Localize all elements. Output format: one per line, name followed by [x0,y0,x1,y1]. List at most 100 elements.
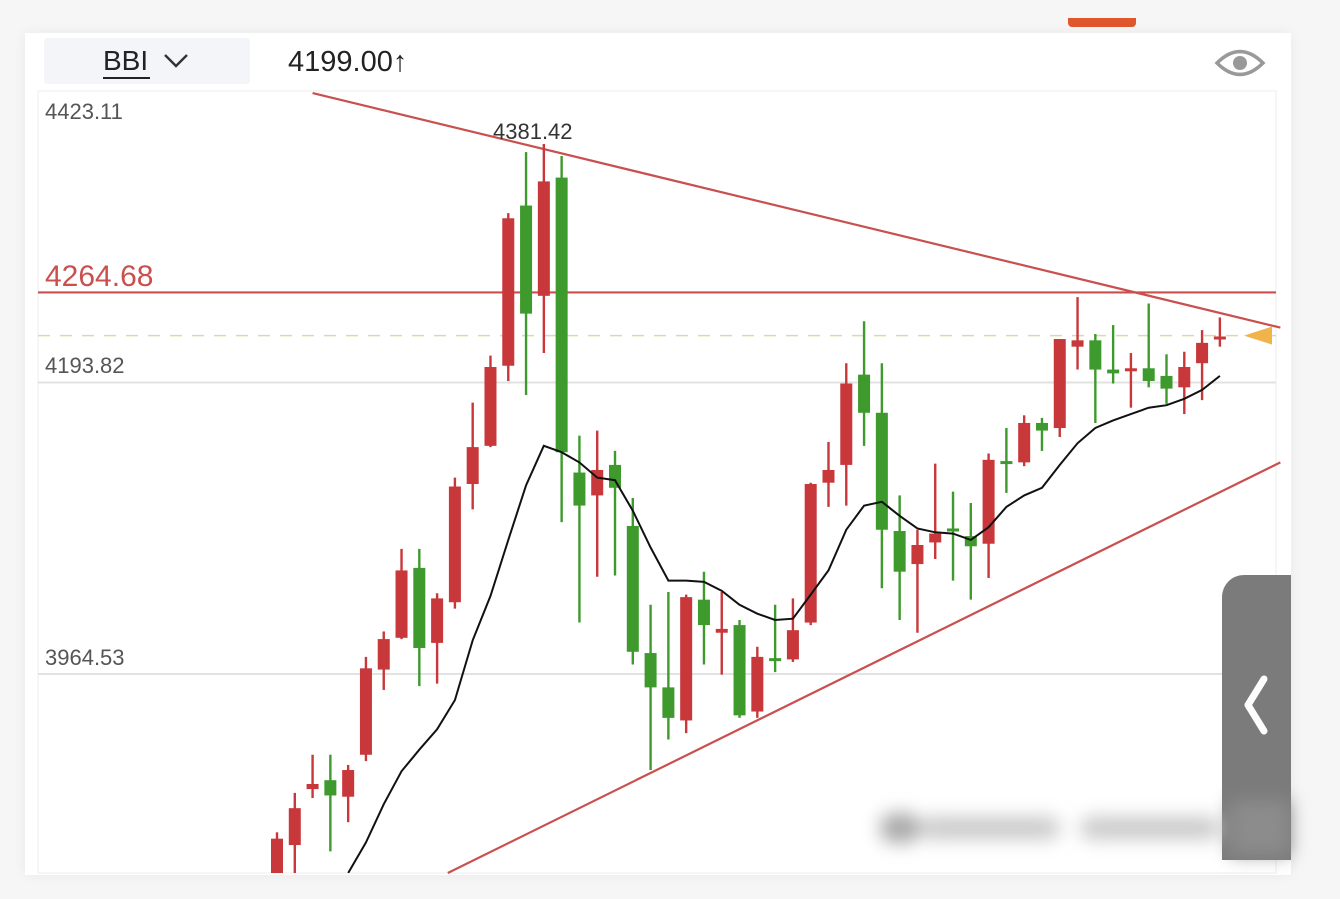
candle-body [822,469,835,483]
candle-down [733,620,746,718]
y-label-mid: 4193.82 [45,353,125,378]
candle-body [395,570,408,638]
current-price-marker [1244,326,1272,345]
bbi-line [347,375,1221,873]
candle-body [520,205,533,314]
candle-body [1142,368,1155,382]
candle-body [573,472,586,506]
candle-body [1160,375,1173,389]
chevron-down-icon[interactable] [162,48,190,72]
candle-down [1000,428,1013,493]
candle-up [982,453,995,579]
candle-up [680,594,693,734]
candle-body [1124,368,1137,372]
candle-body [1089,340,1102,370]
candle-down [893,495,906,621]
candle-body [288,808,301,846]
candle-up [448,477,461,609]
candle-body [751,656,764,712]
candle-up [537,144,550,354]
candle-down [875,363,888,589]
candle-body [964,536,977,547]
candle-down [1035,417,1048,451]
candle-down [1107,325,1120,384]
candle-up [591,430,604,577]
candle-body [466,447,479,484]
candle-up [822,442,835,507]
candle-body [1018,422,1031,463]
candle-body [697,599,710,626]
candle-up [1124,353,1137,408]
candle-down [1160,354,1173,404]
candle-up [271,832,283,873]
candle-body [858,374,871,413]
candle-down [324,754,337,852]
candle-up [1018,415,1031,467]
candle-body [1035,422,1048,431]
y-label-resistance: 4264.68 [45,260,153,293]
candle-up [1071,297,1084,370]
eye-icon[interactable] [1214,46,1266,80]
candle-up [306,754,319,798]
candle-body [1178,367,1191,388]
candle-body [413,567,426,648]
candle-up [751,646,764,718]
candle-body [911,545,924,565]
candle-body [947,528,960,532]
candle-body [448,486,461,603]
candle-body [324,780,337,796]
candle-up [929,463,942,559]
candle-body [840,383,853,465]
indicator-selector-label[interactable]: BBI [103,45,151,79]
candle-up [466,402,479,510]
candle-up [1196,330,1209,401]
candle-body [893,531,906,572]
candle-up [484,355,497,448]
candle-up [1178,351,1191,415]
candle-up [431,593,444,684]
candle-up [840,363,853,506]
candle-up [342,764,355,823]
y-label-top: 4423.11 [45,99,123,124]
indicator-selector[interactable] [44,38,250,84]
candle-body [306,784,319,790]
candle-body [484,367,497,446]
candle-body [680,597,693,721]
candle-down [573,435,586,623]
candle-up [395,548,408,640]
candle-body [359,668,372,755]
resistance-trendline [312,91,1281,329]
chevron-left-icon[interactable] [1222,575,1291,860]
candle-body [537,181,550,296]
candle-body [626,525,639,652]
candle-body [786,630,799,660]
max-price-label: 4381.42 [493,119,573,144]
candle-up [1053,339,1066,437]
candle-up [715,592,728,675]
active-tab-indicator [1068,18,1136,27]
candle-body [377,639,390,670]
candle-up [502,213,515,382]
candle-body [929,533,942,543]
candle-down [1142,303,1155,388]
chart-card [25,33,1291,875]
candle-down [626,497,639,665]
candle-body [1071,340,1084,347]
candle-down [858,321,871,446]
candle-body [644,653,657,688]
candle-body [609,464,622,488]
candle-body [342,770,355,797]
candle-down [644,604,657,771]
candle-body [555,177,568,453]
support-trendline [447,461,1281,874]
candle-down [555,155,568,523]
candle-up [288,792,301,873]
candle-up [1213,317,1226,347]
candle-body [662,687,675,718]
candle-body [271,838,283,873]
candle-down [947,491,960,581]
candle-body [431,598,444,643]
candle-body [1053,339,1066,429]
candle-body [769,658,782,662]
